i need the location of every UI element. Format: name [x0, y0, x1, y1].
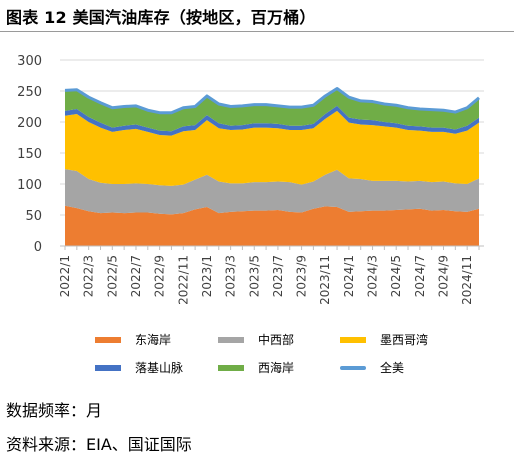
- area-gulf_coast: [65, 110, 479, 186]
- legend-item-total: 全美: [340, 359, 404, 376]
- x-tick-label: 2022/5: [105, 255, 119, 297]
- frequency-note: 数据频率：月: [6, 401, 103, 420]
- x-tick-label: 2023/3: [224, 255, 238, 297]
- axes: [60, 245, 484, 250]
- x-tick-label: 2023/11: [318, 255, 332, 305]
- x-tick-label: 2024/11: [460, 255, 474, 305]
- legend-item-rocky_mountain: 落基山脉: [95, 359, 183, 376]
- area-east_coast: [65, 205, 479, 246]
- legend-item-east_coast: 东海岸: [95, 331, 171, 348]
- page-title: 图表 12 美国汽油库存（按地区，百万桶）: [6, 8, 316, 27]
- y-tick-labels: 0 50 100 150 200 250 300: [17, 54, 42, 255]
- legend-swatch: [218, 336, 244, 343]
- x-tick-label: 2022/9: [153, 255, 167, 297]
- x-tick-label: 2024/5: [389, 255, 403, 297]
- y-tick-label: 300: [17, 54, 42, 69]
- x-tick-label: 2022/1: [58, 255, 72, 297]
- legend-label: 墨西哥湾: [380, 333, 429, 347]
- x-tick-labels: 2022/1 2022/3 2022/5 2022/7 2022/9 2022/11 202…: [58, 255, 474, 305]
- x-tick-label: 2024/3: [366, 255, 380, 297]
- x-tick-label: 2024/7: [413, 255, 427, 297]
- legend-swatch: [95, 336, 121, 343]
- legend-label: 东海岸: [135, 333, 172, 347]
- line-total: [64, 87, 480, 115]
- legend-item-west_coast: 西海岸: [218, 359, 294, 376]
- legend-label: 中西部: [258, 333, 295, 347]
- legend-item-gulf_coast: 墨西哥湾: [340, 331, 428, 348]
- x-tick-label: 2023/9: [295, 255, 309, 297]
- legend-item-midwest: 中西部: [218, 331, 294, 348]
- source-note: 资料来源：EIA、国证国际: [6, 435, 192, 454]
- legend-swatch: [95, 364, 121, 371]
- y-tick-label: 250: [17, 85, 42, 100]
- x-tick-label: 2022/11: [176, 255, 190, 305]
- area-midwest: [65, 169, 479, 215]
- total-line-series: [64, 87, 480, 115]
- legend-swatch: [340, 336, 366, 343]
- y-tick-label: 100: [17, 178, 42, 193]
- legend-swatch: [340, 365, 366, 370]
- y-tick-label: 150: [17, 147, 42, 162]
- legend-swatch: [218, 364, 244, 371]
- area-west_coast: [65, 88, 479, 132]
- x-tick-label: 2024/9: [437, 255, 451, 297]
- x-tick-label: 2022/7: [129, 255, 143, 297]
- x-tick-label: 2022/3: [82, 255, 96, 297]
- x-tick-label: 2023/7: [271, 255, 285, 297]
- legend-label: 西海岸: [258, 361, 295, 375]
- title-divider: [0, 31, 514, 32]
- x-tick-label: 2023/1: [200, 255, 214, 297]
- x-tick-label: 2023/5: [247, 255, 261, 297]
- x-tick-label: 2024/1: [342, 255, 356, 297]
- y-tick-label: 200: [17, 116, 42, 131]
- legend-label: 全美: [380, 361, 405, 375]
- legend-label: 落基山脉: [135, 361, 184, 375]
- y-tick-label: 50: [25, 209, 42, 224]
- area-series: [65, 88, 479, 246]
- y-tick-label: 0: [34, 240, 42, 255]
